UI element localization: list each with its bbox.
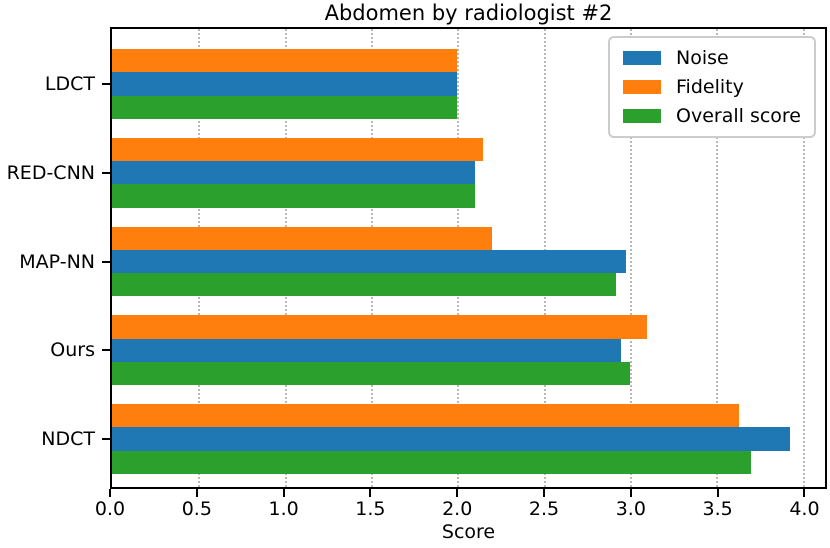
x-tick-mark	[109, 489, 111, 497]
plot-area: LDCT RED-CNN MAP-NN Ours NDCT Noise Fidelity O…	[7, 27, 827, 489]
x-axis-label: Score	[441, 521, 496, 543]
bar-fidelity-ours	[112, 315, 648, 339]
x-tick-mark	[803, 489, 806, 497]
x-tick-mark	[369, 489, 372, 497]
x-tick-label: 2.0	[442, 498, 473, 520]
y-tick-label: MAP-NN	[19, 250, 95, 273]
gridline-3.5	[716, 29, 719, 487]
legend: Noise Fidelity Overall score	[608, 36, 816, 138]
x-tick-label: 4.0	[789, 498, 820, 520]
x-tick-label: 3.0	[615, 498, 646, 520]
bar-group-ldct: LDCT	[45, 49, 825, 119]
x-tick-label: 0.5	[181, 498, 212, 520]
bar-noise-red-cnn	[112, 161, 475, 185]
x-tick-label: 1.0	[268, 498, 299, 520]
legend-swatch-noise	[623, 51, 661, 65]
bar-group-ndct: NDCT	[41, 404, 825, 474]
bar-group-ours: Ours	[50, 315, 825, 386]
bar-noise-ndct	[112, 427, 791, 451]
bar-overall-score-ldct	[112, 95, 458, 119]
legend-label: Overall score	[676, 105, 801, 127]
y-tick-mark	[102, 260, 110, 263]
bar-fidelity-red-cnn	[112, 137, 484, 162]
legend-label: Noise	[676, 47, 729, 69]
x-tick-mark	[282, 489, 285, 497]
x-tick-label: 1.5	[355, 498, 386, 520]
y-tick-label: RED-CNN	[6, 161, 95, 184]
legend-item-noise: Noise	[623, 47, 801, 69]
y-tick-mark	[102, 83, 110, 85]
x-axis: 0.0 0.5 1.0 1.5 2.0 2.5 3.0 3.5 4.0	[95, 489, 827, 525]
gridline-3	[629, 29, 632, 487]
chart-title: Abdomen by radiologist #2	[324, 1, 613, 25]
legend-item-overall-score: Overall score	[623, 105, 801, 127]
legend-label: Fidelity	[676, 76, 744, 98]
x-tick-label: 0.0	[94, 498, 126, 520]
y-tick-mark	[102, 438, 110, 440]
bars-layer: LDCT RED-CNN MAP-NN Ours NDCT	[7, 49, 825, 474]
y-tick-mark	[102, 171, 110, 174]
x-tick-mark	[629, 489, 632, 497]
legend-swatch-fidelity	[623, 80, 661, 94]
x-tick-label: 3.5	[702, 498, 733, 520]
bar-overall-score-red-cnn	[112, 184, 475, 208]
bar-fidelity-map-nn	[112, 226, 492, 250]
bar-noise-map-nn	[112, 249, 627, 274]
legend-item-fidelity: Fidelity	[623, 76, 801, 98]
bar-overall-score-ours	[112, 361, 630, 386]
x-tick-mark	[456, 489, 459, 497]
bar-fidelity-ndct	[112, 404, 739, 428]
y-tick-mark	[102, 349, 110, 352]
bar-noise-ours	[112, 338, 622, 362]
legend-swatch-overall-score	[623, 109, 661, 123]
bar-fidelity-ldct	[112, 49, 458, 73]
bar-group-map-nn: MAP-NN	[19, 226, 825, 297]
bar-overall-score-ndct	[112, 450, 751, 474]
gridline-4	[802, 29, 805, 487]
x-tick-mark	[716, 489, 719, 497]
bar-overall-score-map-nn	[112, 273, 617, 297]
bar-noise-ldct	[112, 72, 458, 96]
x-tick-label: 2.5	[528, 498, 560, 520]
x-tick-mark	[195, 489, 198, 497]
y-tick-label: LDCT	[44, 73, 95, 95]
y-tick-label: Ours	[50, 339, 95, 362]
y-tick-label: NDCT	[41, 428, 95, 450]
x-tick-mark	[543, 489, 546, 497]
bar-group-red-cnn: RED-CNN	[7, 137, 825, 208]
